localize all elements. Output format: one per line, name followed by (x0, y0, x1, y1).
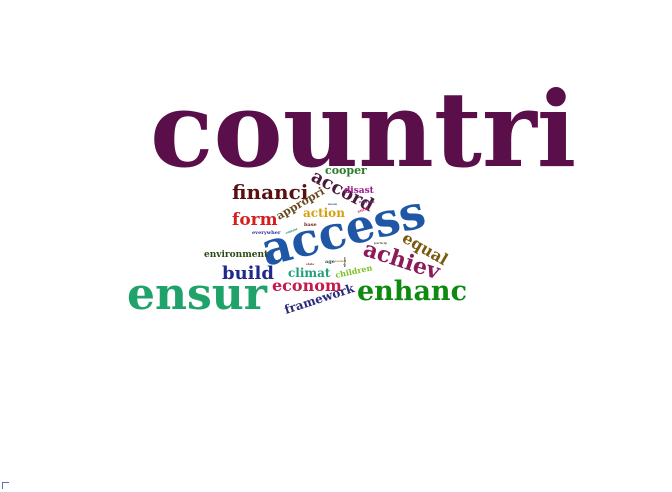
word-form: form (232, 210, 278, 230)
word-environment: environment (204, 250, 269, 260)
word-financi: financi (232, 180, 309, 204)
word-particip: particip (374, 241, 387, 245)
word-state: state (306, 262, 314, 266)
word-adequ: adequ (343, 257, 347, 268)
word-mean: mean (328, 202, 338, 206)
word-enhanc: enhanc (357, 276, 467, 307)
word-extrem: extrem (359, 199, 375, 204)
word-build: build (222, 263, 274, 284)
word-societi: societi (335, 259, 347, 263)
word-age: age (325, 259, 335, 265)
word-base: base (304, 222, 317, 228)
word-action: action (303, 206, 345, 220)
word-control: control (285, 227, 299, 235)
word-everywher: everywher (252, 230, 281, 236)
corner-bracket-icon (2, 482, 9, 489)
word-ental: ental (357, 205, 370, 214)
word-disast: disast (344, 186, 375, 196)
word-climat: climat (288, 266, 331, 280)
word-econom: econom (272, 276, 342, 295)
word-ensur: ensur (127, 269, 268, 320)
word-countri: countri (150, 68, 576, 191)
word-cooper: cooper (325, 164, 367, 177)
